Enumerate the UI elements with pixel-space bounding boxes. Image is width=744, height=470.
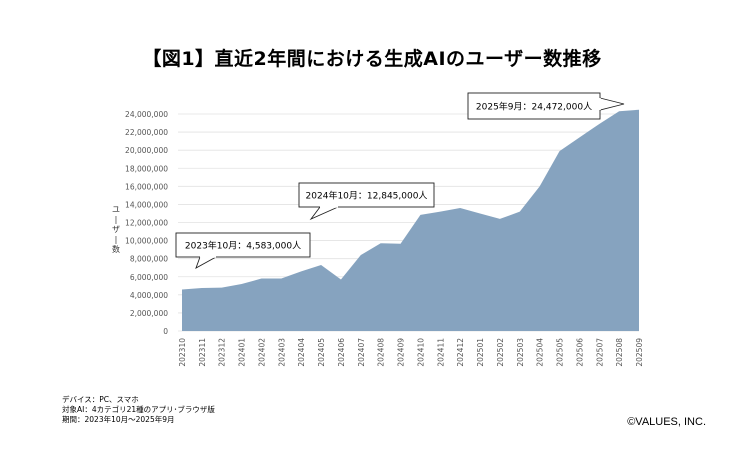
- callout-tail: [599, 97, 625, 111]
- y-axis-label-char: ザ: [112, 225, 120, 234]
- note-period: 期間：2023年10月～2025年9月: [62, 415, 175, 424]
- x-tick-label: 202310: [178, 338, 187, 367]
- x-tick-label: 202407: [357, 338, 366, 367]
- x-tick-label: 202509: [635, 338, 644, 367]
- chart-notes: デバイス：PC、スマホ 対象AI：4カテゴリ21種のアプリ･ブラウザ版 期間：2…: [62, 395, 215, 425]
- callout-box: [298, 182, 435, 208]
- x-tick-label: 202401: [238, 338, 247, 367]
- y-axis-label-char: ユ: [112, 205, 120, 214]
- y-tick-label: 14,000,000: [125, 200, 168, 209]
- callout-box: [175, 232, 311, 258]
- y-axis-label-char: 数: [112, 244, 120, 254]
- y-tick-label: 24,000,000: [125, 110, 168, 119]
- y-tick-label: 8,000,000: [130, 255, 168, 264]
- x-tick-label: 202406: [337, 338, 346, 367]
- x-tick-label: 202408: [377, 338, 386, 367]
- x-tick-label: 202508: [615, 338, 624, 367]
- y-axis-label: ユ|ザ|数: [112, 205, 120, 254]
- x-tick-label: 202503: [516, 338, 525, 367]
- callout-box: [467, 92, 601, 120]
- callout: 2024年10月：12,845,000人: [298, 182, 435, 221]
- x-tick-label: 202506: [575, 338, 584, 367]
- x-tick-label: 202404: [297, 338, 306, 367]
- x-tick-label: 202507: [595, 338, 604, 367]
- y-tick-label: 10,000,000: [125, 237, 168, 246]
- x-tick-label: 202409: [397, 338, 406, 367]
- y-tick-label: 0: [163, 327, 168, 336]
- x-tick-label: 202505: [556, 338, 565, 367]
- copyright: ©VALUES, INC.: [627, 416, 706, 428]
- chart-title: 【図1】直近2年間における生成AIのユーザー数推移: [142, 48, 602, 70]
- y-tick-label: 20,000,000: [125, 146, 168, 155]
- y-tick-label: 12,000,000: [125, 219, 168, 228]
- y-axis-label-char: |: [115, 215, 118, 224]
- y-tick-label: 18,000,000: [125, 164, 168, 173]
- x-tick-label: 202411: [436, 338, 445, 367]
- note-device: デバイス：PC、スマホ: [62, 395, 139, 404]
- x-tick-label: 202504: [536, 338, 545, 367]
- x-tick-label: 202412: [456, 338, 465, 367]
- x-tick-label: 202311: [198, 338, 207, 367]
- callout: 2023年10月：4,583,000人: [175, 232, 311, 269]
- y-axis: 0 2,000,000 4,000,000 6,000,000 8,000,000 10,…: [125, 110, 168, 336]
- callouts: 2023年10月：4,583,000人 2024年10月：12,845,000人 2…: [175, 92, 625, 269]
- area-series: [182, 109, 639, 331]
- note-target: 対象AI：4カテゴリ21種のアプリ･ブラウザ版: [62, 405, 215, 414]
- callout-label: 2023年10月：4,583,000人: [185, 240, 301, 252]
- callout-tail: [309, 206, 339, 221]
- callout: 2025年9月：24,472,000人: [467, 92, 625, 120]
- x-axis: 202310 202311 202312 202401 202402 202403 2024…: [178, 338, 644, 367]
- callout-tail: [195, 256, 217, 269]
- callout-label: 2024年10月：12,845,000人: [306, 190, 428, 202]
- x-tick-label: 202501: [476, 338, 485, 367]
- x-tick-label: 202502: [496, 338, 505, 367]
- x-tick-label: 202312: [218, 338, 227, 367]
- callout-label: 2025年9月：24,472,000人: [476, 101, 592, 113]
- y-tick-label: 6,000,000: [130, 273, 168, 282]
- x-tick-label: 202403: [277, 338, 286, 367]
- y-tick-label: 4,000,000: [130, 291, 168, 300]
- y-axis-label-char: |: [115, 235, 118, 244]
- x-tick-label: 202402: [257, 338, 266, 367]
- y-tick-label: 2,000,000: [130, 309, 168, 318]
- y-tick-label: 22,000,000: [125, 128, 168, 137]
- x-tick-label: 202410: [416, 338, 425, 367]
- x-tick-label: 202405: [317, 338, 326, 367]
- y-tick-label: 16,000,000: [125, 182, 168, 191]
